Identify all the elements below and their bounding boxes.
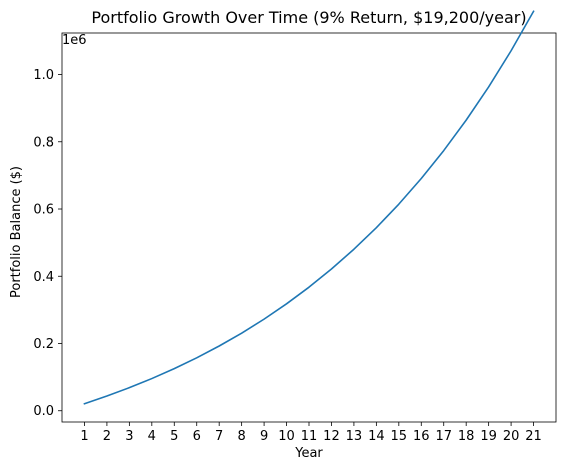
y-tick-label: 0.0: [33, 404, 54, 419]
x-tick-label: 20: [503, 429, 520, 444]
y-tick-label: 0.8: [33, 135, 54, 150]
x-tick-label: 18: [458, 429, 475, 444]
y-tick-label: 0.6: [33, 203, 54, 218]
y-tick-label: 0.2: [33, 337, 54, 352]
plot-area: 1 2 3 4 5 6 7 8 9 10 11 12 13 14 15 16 17 18 19 20 210.00.20…: [33, 10, 557, 444]
x-tick-label: 13: [346, 429, 363, 444]
x-tick-label: 6: [193, 429, 201, 444]
series-line: [83, 10, 535, 405]
x-tick-label: 19: [480, 429, 497, 444]
x-tick-label: 7: [215, 429, 223, 444]
x-axis-label: Year: [294, 446, 323, 461]
x-tick-label: 17: [435, 429, 452, 444]
x-tick-label: 8: [237, 429, 245, 444]
x-tick-label: 11: [301, 429, 318, 444]
x-tick-label: 3: [125, 429, 133, 444]
chart-title: Portfolio Growth Over Time (9% Return, $…: [91, 8, 526, 27]
x-tick-label: 1: [80, 429, 88, 444]
x-tick-label: 2: [103, 429, 111, 444]
x-tick-label: 21: [525, 429, 542, 444]
y-tick-label: 0.4: [33, 270, 54, 285]
plot-frame: [61, 32, 557, 423]
y-offset-label: 1e6: [62, 33, 87, 48]
x-tick-label: 4: [148, 429, 156, 444]
x-tick-label: 5: [170, 429, 178, 444]
y-tick-label: 1.0: [33, 68, 54, 83]
x-tick-label: 10: [278, 429, 295, 444]
x-tick-label: 14: [368, 429, 385, 444]
x-tick-label: 16: [413, 429, 430, 444]
y-axis-label: Portfolio Balance ($): [9, 166, 24, 298]
x-tick-label: 15: [391, 429, 408, 444]
x-tick-label: 12: [323, 429, 340, 444]
x-tick-label: 9: [260, 429, 268, 444]
